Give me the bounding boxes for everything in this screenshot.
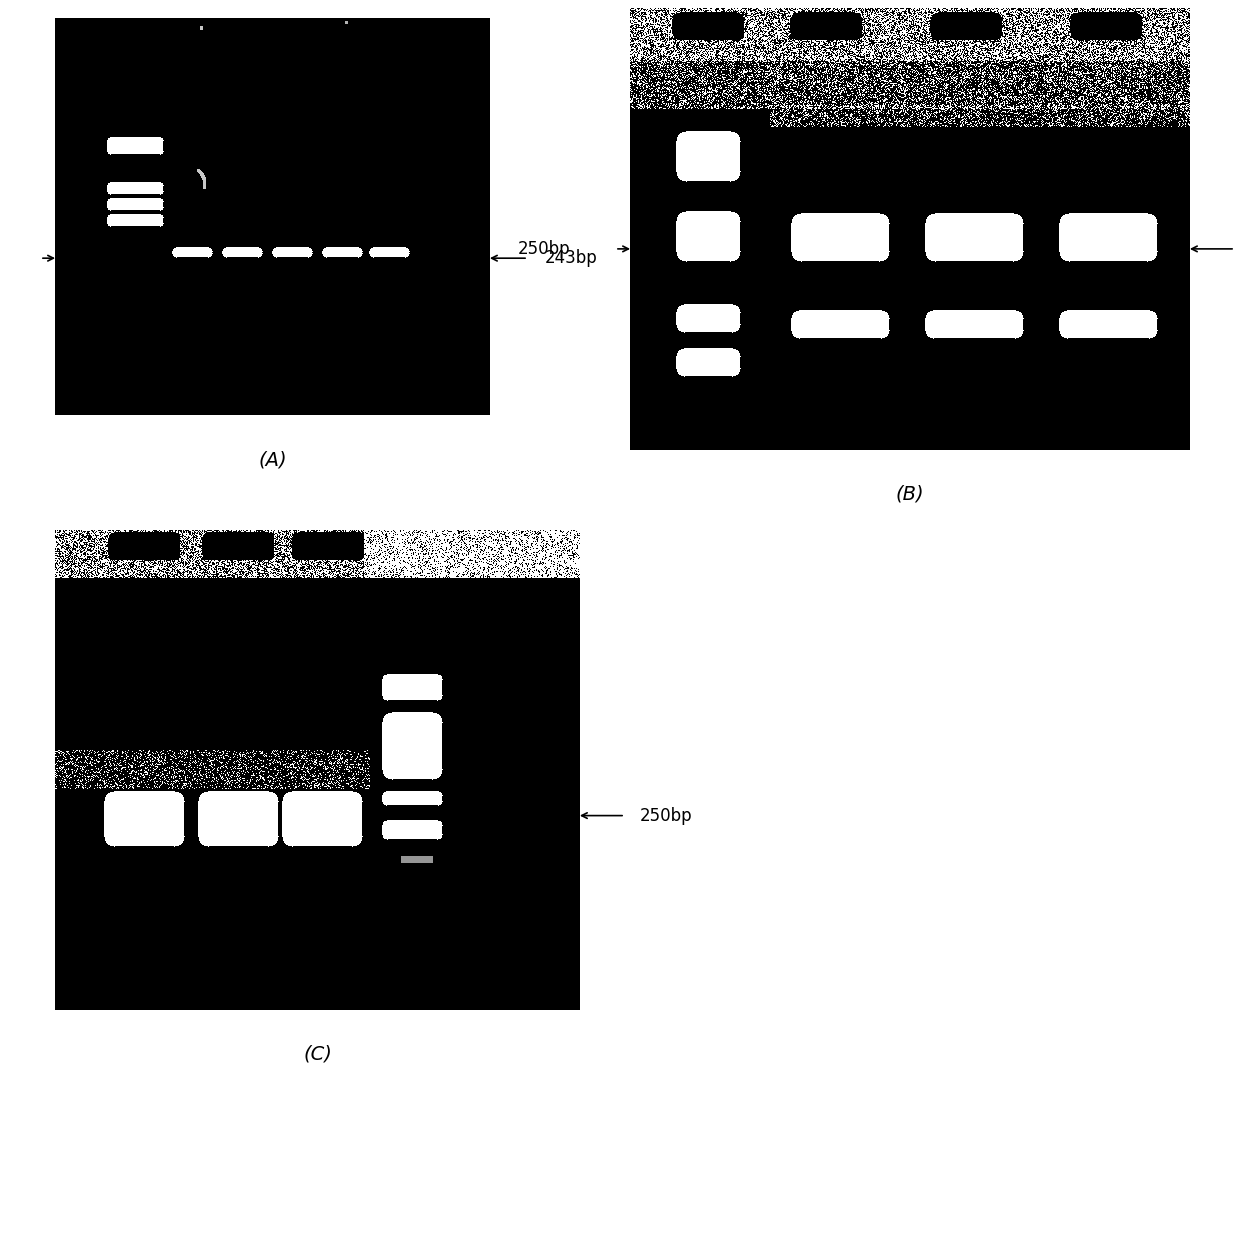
Text: 250bp: 250bp — [640, 806, 693, 825]
Text: (A): (A) — [258, 450, 286, 468]
Text: (C): (C) — [303, 1045, 332, 1064]
Text: 250bp: 250bp — [517, 240, 570, 258]
Text: 243bp: 243bp — [546, 249, 598, 267]
Text: (B): (B) — [895, 485, 924, 503]
